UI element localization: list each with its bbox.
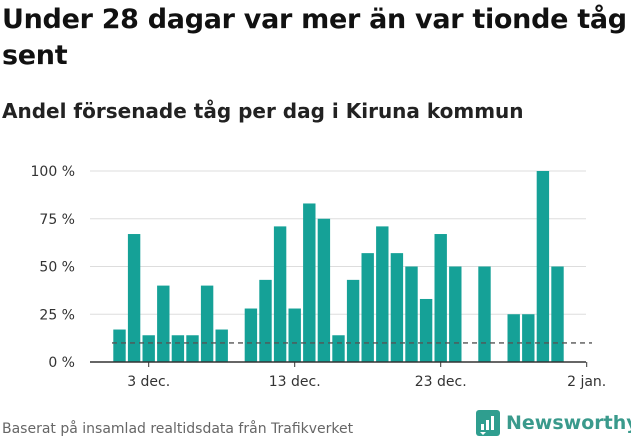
bar xyxy=(390,253,404,362)
newsworthy-icon xyxy=(476,410,500,436)
bar xyxy=(113,329,126,362)
bar-chart: 0 % 25 % 50 % 75 % 100 % 3 dec. 13 dec. 23 dec… xyxy=(31,164,607,390)
bar xyxy=(186,335,199,362)
bar xyxy=(127,234,141,362)
bar xyxy=(449,266,462,362)
bar xyxy=(332,335,345,362)
x-tick-label: 2 jan. xyxy=(567,374,606,390)
x-tick-label: 3 dec. xyxy=(127,374,170,390)
bar xyxy=(376,226,389,362)
brand-logo: Newsworthy xyxy=(476,408,631,438)
bar xyxy=(317,218,331,362)
bar xyxy=(536,171,550,362)
bar xyxy=(478,266,491,362)
y-tick-label: 100 % xyxy=(31,164,75,180)
bar xyxy=(215,329,228,362)
bar xyxy=(419,298,433,362)
chart-title: Under 28 dagar var mer än var tionde tåg… xyxy=(2,4,627,71)
y-tick-label: 75 % xyxy=(39,212,75,228)
bar xyxy=(157,285,170,362)
bar xyxy=(273,226,287,362)
bar xyxy=(507,314,520,362)
x-axis: 3 dec. 13 dec. 23 dec. 2 jan. xyxy=(90,361,606,390)
bar xyxy=(288,308,301,362)
bar xyxy=(405,266,418,362)
gridlines xyxy=(90,170,586,315)
bars xyxy=(113,171,564,362)
bar xyxy=(200,285,214,362)
x-tick-label: 13 dec. xyxy=(269,374,321,390)
bar xyxy=(171,335,185,362)
bar xyxy=(142,335,155,362)
y-tick-label: 50 % xyxy=(39,260,75,276)
chart-subtitle: Andel försenade tåg per dag i Kiruna kom… xyxy=(2,99,524,123)
x-tick-label: 23 dec. xyxy=(415,374,467,390)
y-tick-label: 0 % xyxy=(48,355,75,371)
bar xyxy=(434,234,447,362)
bar xyxy=(346,279,360,362)
bar-chart-icon xyxy=(480,416,494,435)
bar xyxy=(522,314,535,362)
source-note: Baserat på insamlad realtidsdata från Tr… xyxy=(2,421,354,437)
bar xyxy=(361,253,374,362)
bar xyxy=(259,279,272,362)
y-axis-ticks: 0 % 25 % 50 % 75 % 100 % xyxy=(31,164,75,371)
brand-name: Newsworthy xyxy=(506,412,631,434)
y-tick-label: 25 % xyxy=(39,307,75,323)
bar xyxy=(244,308,258,362)
bar xyxy=(551,266,564,362)
bar xyxy=(303,203,316,362)
